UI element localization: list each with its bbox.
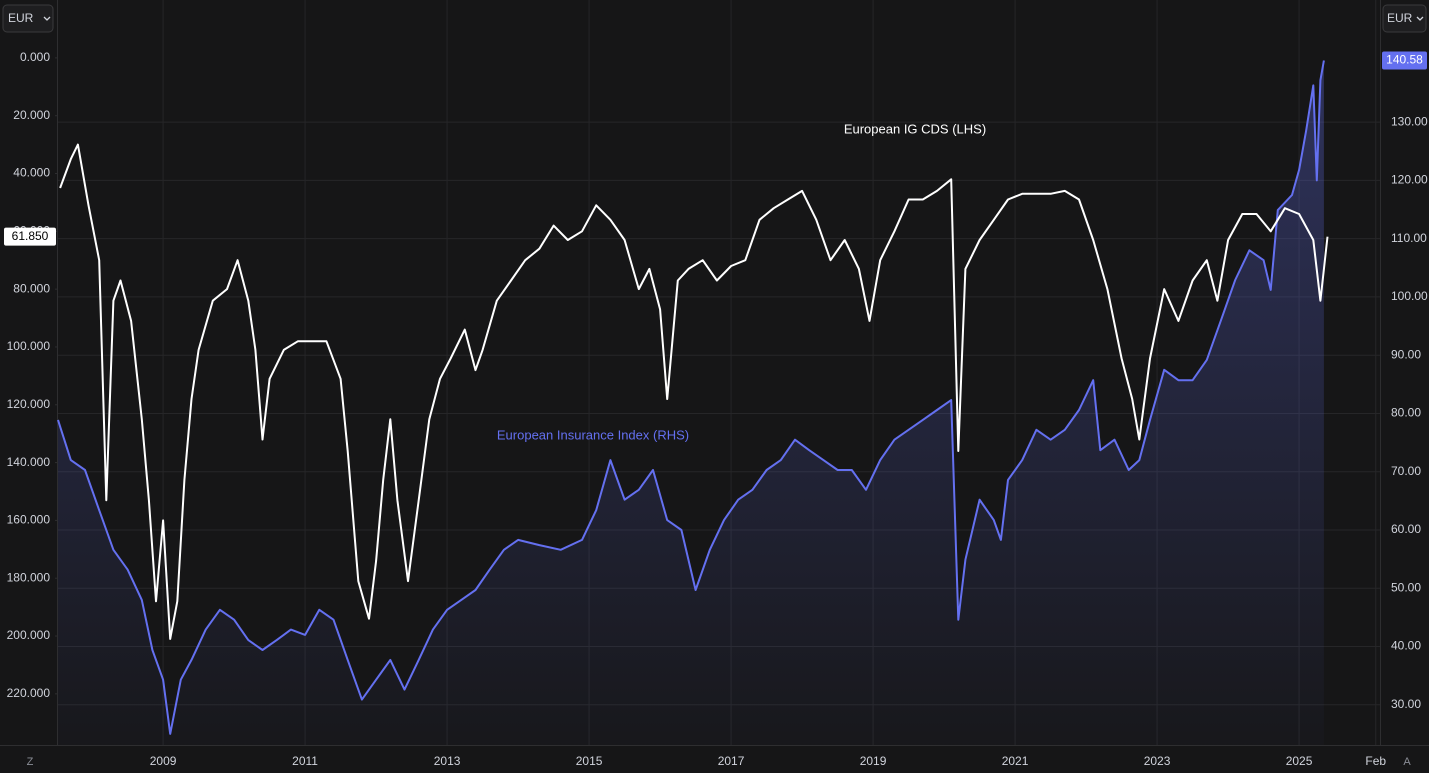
- y2-tick-label: 60.00: [1391, 522, 1421, 536]
- y-tick-label: 180.000: [7, 570, 51, 584]
- x-tick-label: 2019: [860, 754, 887, 768]
- last-value-badge: [4, 227, 56, 246]
- x-tick-label: 2009: [150, 754, 177, 768]
- y-tick-label: 40.000: [13, 166, 50, 180]
- y2-tick-label: 70.00: [1391, 464, 1421, 478]
- y2-tick-label: 90.00: [1391, 347, 1421, 361]
- series-annotation: European Insurance Index (RHS): [497, 427, 689, 442]
- y-tick-label: 120.000: [7, 397, 51, 411]
- x-tick-label: 2017: [718, 754, 745, 768]
- series-annotation: European IG CDS (LHS): [844, 121, 986, 136]
- last-value-badge: [1382, 51, 1427, 70]
- y2-tick-label: 50.00: [1391, 580, 1421, 594]
- y2-tick-label: 40.00: [1391, 639, 1421, 653]
- series-line: [59, 143, 1329, 640]
- scale-button[interactable]: Z: [27, 756, 34, 768]
- currency-label[interactable]: EUR: [1387, 11, 1413, 25]
- x-tick-label: 2011: [292, 754, 318, 768]
- y-tick-label: 80.000: [13, 281, 50, 295]
- y-tick-label: 140.000: [7, 455, 51, 469]
- y-tick-label: 20.000: [13, 108, 50, 122]
- last-value-label: 61.850: [12, 229, 49, 243]
- y2-tick-label: 80.00: [1391, 406, 1421, 420]
- currency-button-left[interactable]: EUR: [2, 4, 54, 33]
- y2-tick-label: 100.00: [1391, 289, 1428, 303]
- x-tick-label: 2021: [1002, 754, 1029, 768]
- y-tick-label: 100.000: [7, 339, 51, 353]
- y2-tick-label: 30.00: [1391, 697, 1421, 711]
- series-line: [57, 60, 1325, 735]
- x-tick-label: 2015: [576, 754, 603, 768]
- y2-tick-label: 120.00: [1391, 173, 1428, 187]
- series-area: [58, 60, 1324, 745]
- x-tick-label: 2025: [1286, 754, 1313, 768]
- x-tick-label: 2013: [434, 754, 461, 768]
- x-tick-label: 2023: [1144, 754, 1171, 768]
- currency-button-right[interactable]: EUR: [1382, 4, 1427, 33]
- y-tick-label: 200.000: [7, 628, 51, 642]
- x-tick-label: Feb: [1365, 754, 1386, 768]
- y-tick-label: 0.000: [20, 50, 50, 64]
- y-tick-label: 160.000: [7, 513, 51, 527]
- last-value-label: 140.58: [1386, 53, 1423, 67]
- y2-tick-label: 130.00: [1391, 114, 1428, 128]
- currency-label[interactable]: EUR: [8, 11, 34, 25]
- scale-button[interactable]: A: [1403, 756, 1411, 768]
- y2-tick-label: 110.00: [1391, 231, 1427, 245]
- y-tick-label: 220.000: [7, 686, 51, 700]
